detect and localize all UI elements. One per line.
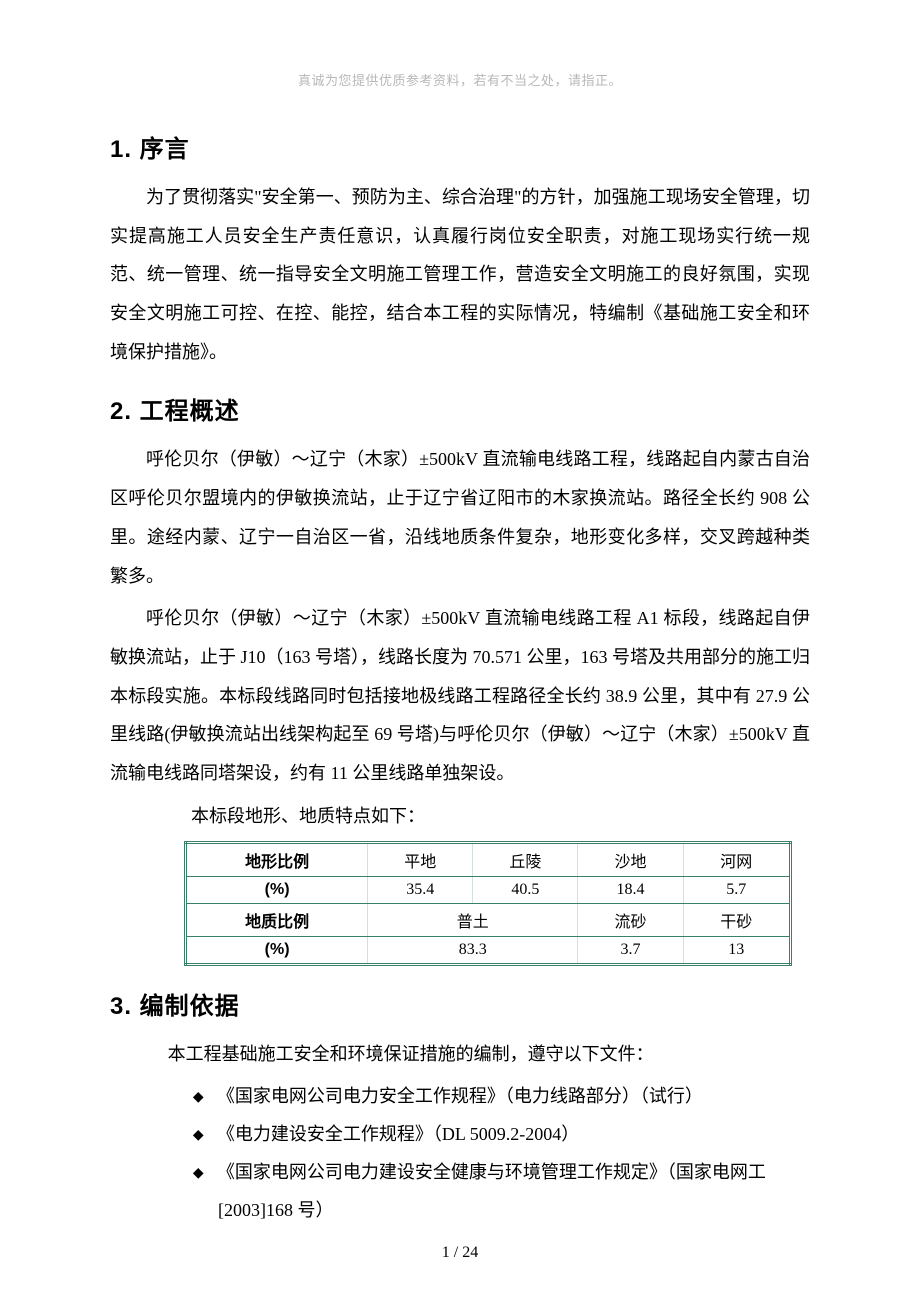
list-item-text: 《电力建设安全工作规程》（DL 5009.2-2004） (217, 1124, 579, 1144)
section-3-intro: 本工程基础施工安全和环境保证措施的编制，遵守以下文件： (110, 1035, 810, 1074)
list-item-text: 《国家电网公司电力安全工作规程》（电力线路部分）（试行） (217, 1086, 703, 1106)
row-head: 地形比例 (186, 843, 368, 877)
table-cell: 83.3 (368, 937, 578, 965)
table-cell: 流砂 (578, 904, 683, 937)
row-head: (%) (186, 877, 368, 904)
section-2-paragraph-2: 呼伦贝尔（伊敏）～辽宁（木家）±500kV 直流输电线路工程 A1 标段，线路起… (110, 599, 810, 792)
table-cell: 13 (683, 937, 791, 965)
list-item: ◆ 《国家电网公司电力建设安全健康与环境管理工作规定》（国家电网工 (110, 1154, 810, 1190)
section-1-title: 1. 序言 (110, 129, 810, 164)
table-cell: 普土 (368, 904, 578, 937)
section-2-title: 2. 工程概述 (110, 391, 810, 426)
section-3-title: 3. 编制依据 (110, 986, 810, 1021)
table-cell: 丘陵 (473, 843, 578, 877)
bullet-icon: ◆ (193, 1122, 213, 1150)
table-cell: 18.4 (578, 877, 683, 904)
table-cell: 平地 (368, 843, 473, 877)
table-cell: 40.5 (473, 877, 578, 904)
list-item: ◆ 《国家电网公司电力安全工作规程》（电力线路部分）（试行） (110, 1078, 810, 1114)
row-head: 地质比例 (186, 904, 368, 937)
list-item: ◆ 《电力建设安全工作规程》（DL 5009.2-2004） (110, 1116, 810, 1152)
table-row: (%) 83.3 3.7 13 (186, 937, 791, 965)
table-row: 地质比例 普土 流砂 干砂 (186, 904, 791, 937)
table-row: 地形比例 平地 丘陵 沙地 河网 (186, 843, 791, 877)
terrain-table: 地形比例 平地 丘陵 沙地 河网 (%) 35.4 40.5 18.4 5.7 … (184, 841, 792, 966)
header-note: 真诚为您提供优质参考资料，若有不当之处，请指正。 (110, 70, 810, 89)
list-item-text: 《国家电网公司电力建设安全健康与环境管理工作规定》（国家电网工 (217, 1162, 766, 1182)
table-intro: 本标段地形、地质特点如下： (110, 797, 810, 836)
bullet-icon: ◆ (193, 1160, 213, 1188)
page-number: 1 / 24 (0, 1244, 920, 1262)
table-cell: 5.7 (683, 877, 791, 904)
table-cell: 沙地 (578, 843, 683, 877)
bullet-icon: ◆ (193, 1084, 213, 1112)
document-page: 真诚为您提供优质参考资料，若有不当之处，请指正。 1. 序言 为了贯彻落实"安全… (0, 0, 920, 1302)
section-1-paragraph: 为了贯彻落实"安全第一、预防为主、综合治理"的方针，加强施工现场安全管理，切实提… (110, 178, 810, 371)
list-item-continuation: [2003]168 号） (110, 1192, 810, 1228)
table-cell: 干砂 (683, 904, 791, 937)
row-head: (%) (186, 937, 368, 965)
table-cell: 35.4 (368, 877, 473, 904)
table-row: (%) 35.4 40.5 18.4 5.7 (186, 877, 791, 904)
table-cell: 河网 (683, 843, 791, 877)
section-2-paragraph-1: 呼伦贝尔（伊敏）～辽宁（木家）±500kV 直流输电线路工程，线路起自内蒙古自治… (110, 440, 810, 595)
table-cell: 3.7 (578, 937, 683, 965)
